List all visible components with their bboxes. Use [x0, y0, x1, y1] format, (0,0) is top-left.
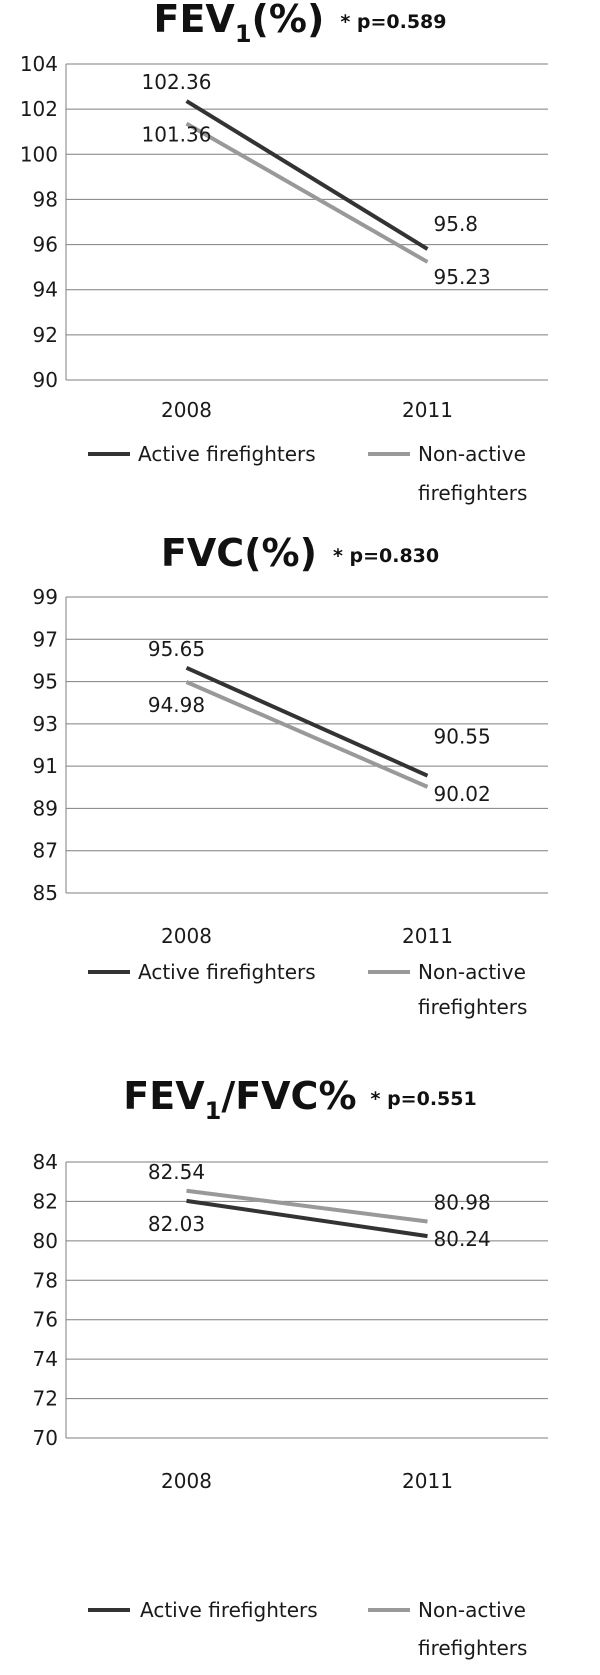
data-label: 102.36: [142, 70, 212, 94]
y-axis-ticks: 70 72 74 76 78 80 82 84: [33, 1150, 58, 1450]
y-tick-label: 100: [20, 142, 58, 166]
chart-title: FEV1(%) * p=0.589: [153, 0, 446, 48]
series-line-active: [186, 1198, 428, 1239]
x-axis-ticks: 2008 2011: [161, 398, 453, 422]
x-tick-label: 2008: [161, 1469, 212, 1493]
y-tick-label: 72: [33, 1387, 58, 1411]
series-line-non-active: [185, 121, 429, 264]
y-tick-label: 70: [33, 1426, 58, 1450]
x-axis-ticks: 2008 2011: [161, 1469, 453, 1493]
chart-svg-fev1: FEV1(%) * p=0.589 90 92 94 96 98 100 102 104 200…: [20, 0, 548, 505]
chart-title: FEV1/FVC% * p=0.551: [123, 1074, 476, 1125]
title-main: FEV: [153, 0, 235, 41]
y-tick-label: 84: [33, 1150, 58, 1174]
data-label: 94.98: [148, 693, 205, 717]
legend-label-non-active-line2: firefighters: [418, 1636, 527, 1660]
legend: Active firefighters Non-active firefight…: [88, 960, 527, 1019]
grid: [65, 63, 548, 381]
legend-label-active: Active firefighters: [140, 1598, 318, 1622]
title-main: FEV: [123, 1074, 205, 1118]
legend: Active firefighters Non-active firefight…: [88, 442, 527, 505]
y-tick-label: 90: [33, 368, 58, 392]
series: [185, 99, 429, 264]
data-label: 90.02: [434, 782, 491, 806]
series-line-non-active: [186, 1188, 428, 1224]
legend-label-active: Active firefighters: [138, 442, 316, 466]
chart-panel-fvc: FVC(%) * p=0.830 85 87 89 91 93 95 97 99 2008 201…: [0, 530, 600, 1070]
y-tick-label: 87: [33, 839, 58, 863]
y-tick-label: 78: [33, 1268, 58, 1292]
x-axis-ticks: 2008 2011: [161, 924, 453, 948]
data-label: 95.8: [434, 212, 479, 236]
p-value: * p=0.551: [371, 1088, 477, 1110]
legend-label-non-active-line1: Non-active: [418, 1598, 526, 1622]
data-labels: 95.65 90.55 94.98 90.02: [148, 637, 491, 806]
y-tick-label: 82: [33, 1189, 58, 1213]
title-main: FVC(%): [161, 531, 317, 575]
x-tick-label: 2011: [402, 924, 453, 948]
chart-panel-fev1-fvc: FEV1/FVC% * p=0.551 70 72 74 76 78 80 82 84 2008…: [0, 1065, 600, 1675]
y-axis-ticks: 85 87 89 91 93 95 97 99: [33, 585, 58, 905]
y-tick-label: 89: [33, 796, 58, 820]
series: [185, 666, 429, 789]
y-tick-label: 92: [33, 323, 58, 347]
chart-svg-fvc: FVC(%) * p=0.830 85 87 89 91 93 95 97 99 2008 201…: [33, 531, 548, 1019]
legend-label-non-active-line2: firefighters: [418, 481, 527, 505]
title-rest: (%): [252, 0, 325, 41]
chart-title: FVC(%) * p=0.830: [161, 531, 439, 575]
data-label: 80.98: [434, 1191, 491, 1215]
x-tick-label: 2011: [402, 398, 453, 422]
series-line-active: [185, 99, 429, 251]
p-value: * p=0.830: [333, 545, 439, 567]
chart-panel-fev1: FEV1(%) * p=0.589 90 92 94 96 98 100 102 104 200…: [0, 0, 600, 540]
chart-svg-fev1-fvc: FEV1/FVC% * p=0.551 70 72 74 76 78 80 82 84 2008…: [33, 1074, 548, 1660]
x-tick-label: 2008: [161, 398, 212, 422]
legend-label-active: Active firefighters: [138, 960, 316, 984]
grid: [65, 1161, 548, 1439]
y-tick-label: 85: [33, 881, 58, 905]
y-tick-label: 80: [33, 1229, 58, 1253]
legend-label-non-active-line2: firefighters: [418, 995, 527, 1019]
y-tick-label: 98: [33, 187, 58, 211]
x-tick-label: 2011: [402, 1469, 453, 1493]
p-value: * p=0.589: [340, 11, 446, 33]
legend-label-non-active-line1: Non-active: [418, 960, 526, 984]
y-tick-label: 102: [20, 97, 58, 121]
data-label: 95.23: [434, 265, 491, 289]
y-tick-label: 76: [33, 1308, 58, 1332]
data-label: 101.36: [142, 123, 212, 147]
title-subscript: 1: [235, 20, 252, 48]
series: [186, 1188, 428, 1239]
y-tick-label: 94: [33, 278, 58, 302]
data-labels: 102.36 95.8 101.36 95.23: [142, 70, 491, 289]
title-rest: /FVC%: [221, 1074, 356, 1118]
y-tick-label: 95: [33, 670, 58, 694]
y-tick-label: 99: [33, 585, 58, 609]
legend: Active firefighters Non-active firefight…: [88, 1598, 527, 1660]
data-label: 95.65: [148, 637, 205, 661]
legend-label-non-active-line1: Non-active: [418, 442, 526, 466]
y-tick-label: 91: [33, 754, 58, 778]
x-tick-label: 2008: [161, 924, 212, 948]
grid: [65, 596, 548, 894]
y-tick-label: 104: [20, 52, 58, 76]
data-label: 82.54: [148, 1160, 205, 1184]
series-line-non-active: [185, 680, 429, 789]
data-label: 82.03: [148, 1212, 205, 1236]
y-tick-label: 74: [33, 1347, 58, 1371]
y-tick-label: 97: [33, 627, 58, 651]
data-label: 80.24: [434, 1227, 491, 1251]
y-axis-ticks: 90 92 94 96 98 100 102 104: [20, 52, 58, 392]
data-label: 90.55: [434, 725, 491, 749]
y-tick-label: 96: [33, 233, 58, 257]
series-line-active: [185, 666, 429, 778]
title-subscript: 1: [205, 1097, 222, 1125]
y-tick-label: 93: [33, 712, 58, 736]
data-labels: 82.03 80.24 82.54 80.98: [148, 1160, 491, 1251]
